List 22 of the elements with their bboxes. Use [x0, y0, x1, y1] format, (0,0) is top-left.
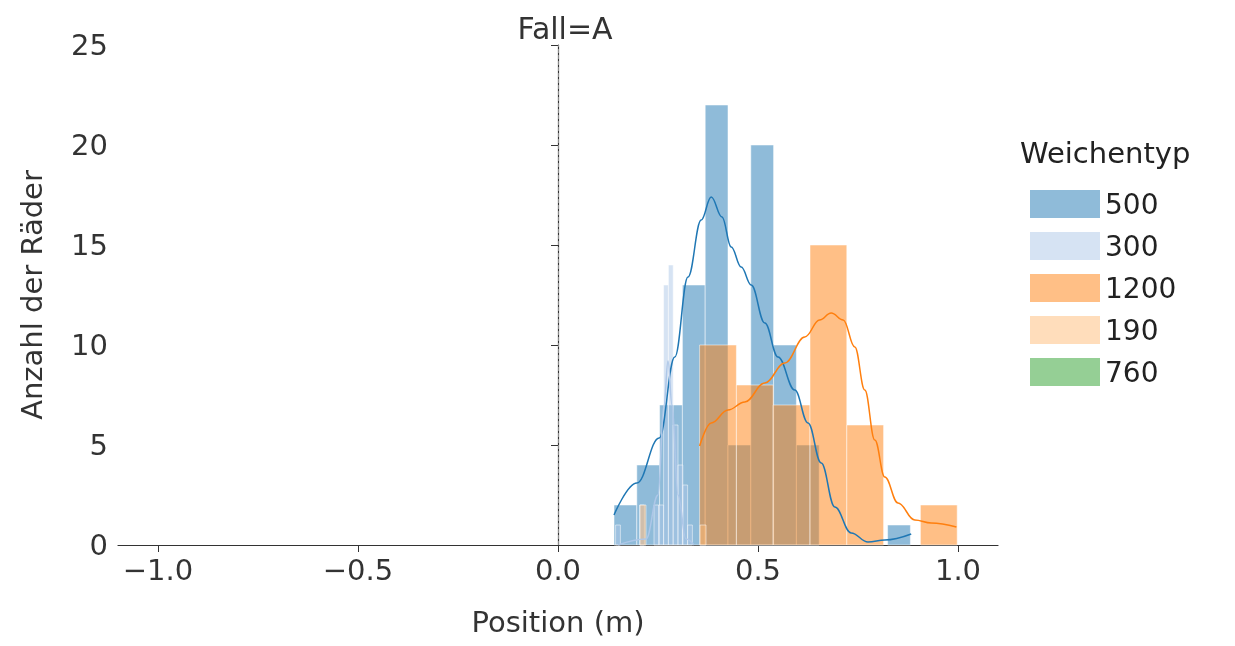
x-tick-label: −0.5	[322, 552, 394, 587]
x-tick-label: 0.0	[534, 552, 582, 587]
legend-label: 500	[1105, 187, 1159, 221]
line-series	[698, 312, 958, 528]
legend-label: 1200	[1105, 271, 1177, 305]
legend-title: Weichentyp	[1020, 135, 1191, 170]
x-axis-title: Position (m)	[471, 604, 645, 639]
y-tick-label: 10	[71, 328, 108, 362]
y-axis-title: Anzahl der Räder	[14, 170, 49, 420]
x-tick-label: −1.0	[122, 552, 194, 587]
chart-title: Fall=A	[517, 10, 614, 46]
legend-label: 300	[1105, 229, 1159, 263]
line-series	[617, 360, 695, 546]
legend-label: 190	[1105, 313, 1159, 347]
legend-label: 760	[1105, 355, 1159, 389]
x-tick-label: 1.0	[934, 552, 982, 587]
y-tick-label: 20	[71, 128, 108, 162]
y-tick-label: 15	[71, 228, 108, 262]
y-tick-label: 5	[89, 428, 108, 462]
y-tick-label: 0	[89, 528, 108, 562]
y-tick-label: 25	[71, 28, 108, 62]
x-tick-label: 0.5	[734, 552, 782, 587]
